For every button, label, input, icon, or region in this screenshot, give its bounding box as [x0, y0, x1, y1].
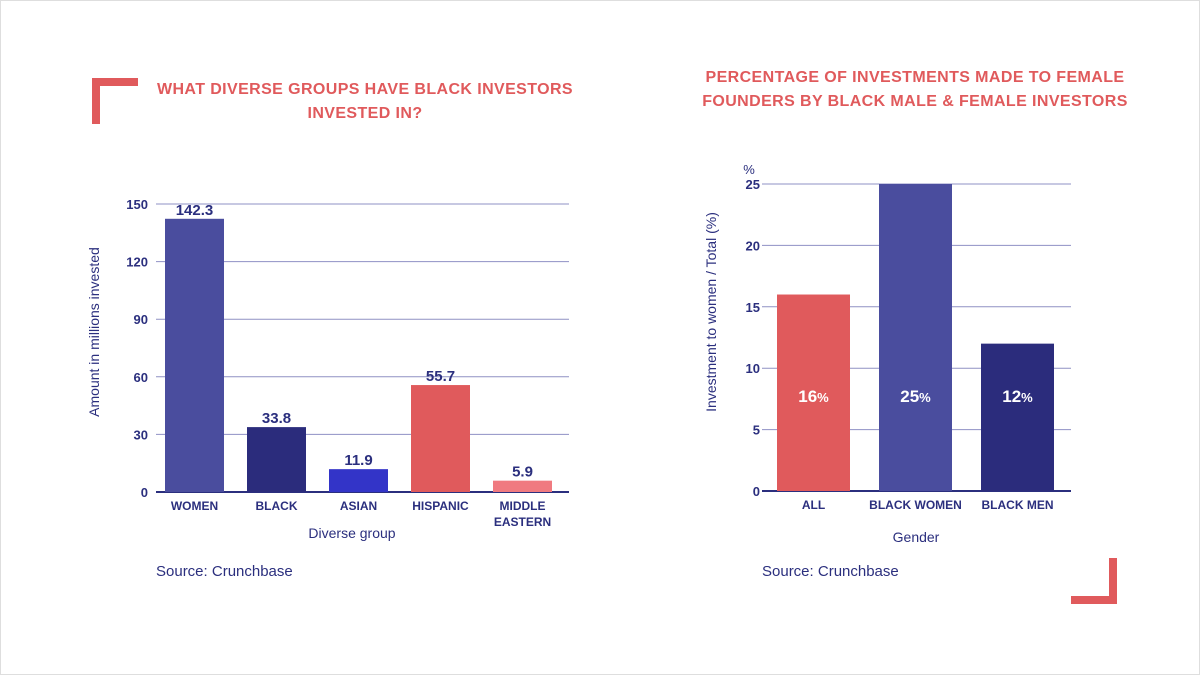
corner-bracket-bottom-right	[1071, 558, 1117, 604]
chart-title-left: WHAT DIVERSE GROUPS HAVE BLACK INVESTORS…	[156, 81, 574, 122]
source-note-left: Source: Crunchbase	[156, 563, 293, 580]
corner-bracket-top-left	[92, 78, 138, 124]
source-note-right: Source: Crunchbase	[762, 563, 899, 580]
chart-title-right: PERCENTAGE OF INVESTMENTS MADE TO FEMALE…	[702, 69, 1128, 110]
